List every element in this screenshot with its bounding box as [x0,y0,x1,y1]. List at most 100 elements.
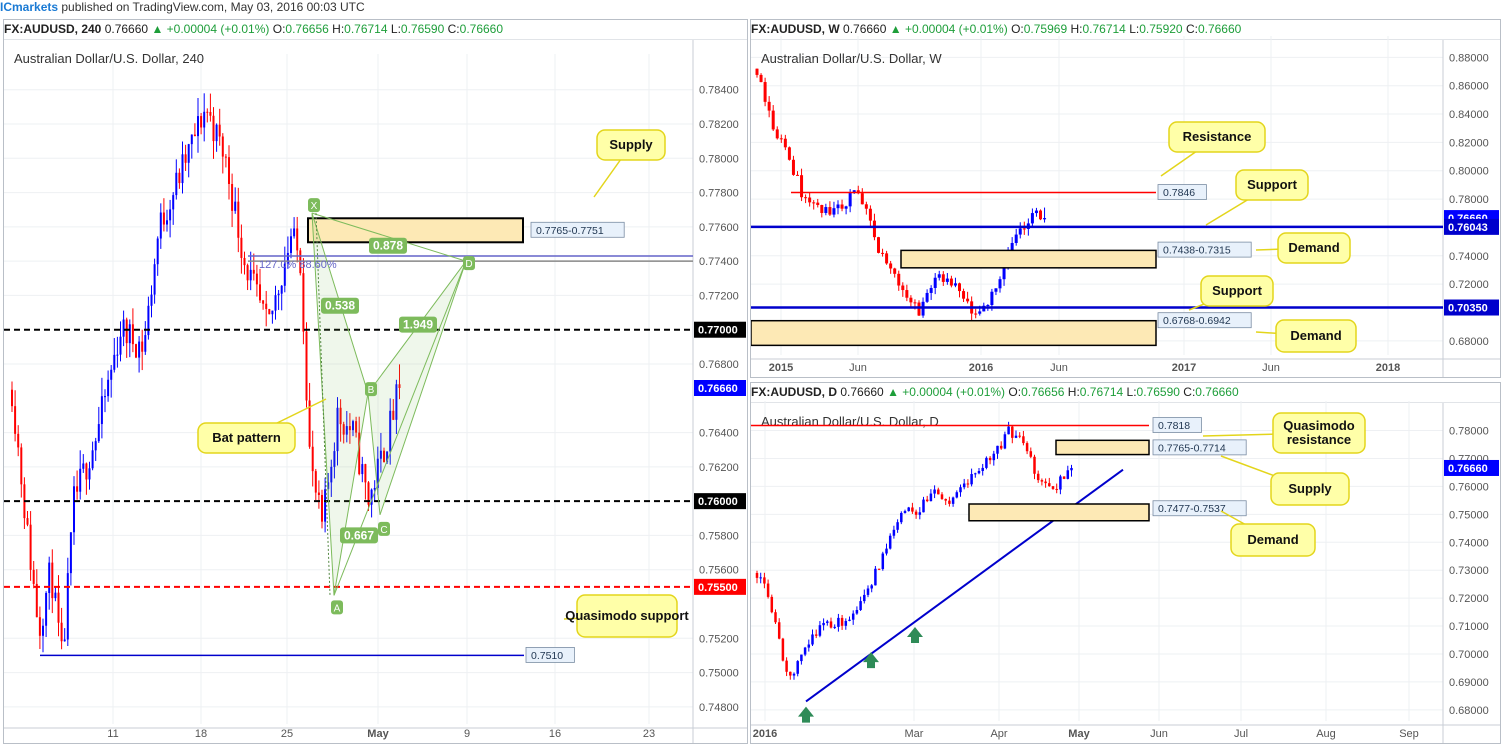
candle-body [131,324,134,345]
candle-body [94,441,97,451]
candle-body [917,302,921,316]
candle-body [197,116,199,137]
candle-body [962,483,966,488]
candle-body [868,208,872,221]
symbol-label: FX:AUDUSD, D [751,385,837,399]
daily-chart-canvas[interactable]: 0.780000.770000.760000.750000.740000.730… [751,383,1500,743]
candle-body [345,426,348,435]
candle-body [29,524,32,570]
candle-body [828,207,832,215]
candle-body [224,156,227,158]
pattern-point-box [365,382,377,397]
candle-body [933,277,937,288]
pattern-point-box [463,256,475,271]
candle-body [985,457,988,468]
candle-body [903,511,907,513]
candle-body [966,483,970,485]
candle-body [767,101,771,111]
candle-body [909,297,913,303]
candle-body [45,592,48,626]
candle-body [38,617,41,636]
candle-body [755,68,759,75]
candle-body [215,124,218,142]
y-tick-label: 0.75800 [699,530,739,542]
high-value: 0.76714 [1079,385,1124,399]
candle-body [896,522,899,530]
candle-body [787,147,791,160]
x-tick-label: 2017 [1172,362,1196,374]
candle-body [951,497,955,504]
y-tick-label: 0.80000 [1449,166,1489,178]
candle-body [11,389,13,407]
candle-body [221,136,224,157]
callout-box [1277,232,1351,264]
h4-chart-canvas[interactable]: 0.78400 0.78200 0.78000 0.77800 0.77600 0.774… [4,20,747,743]
price-tag-label: 0.70350 [1448,303,1488,315]
candle-body [212,115,215,142]
candle-body [759,74,763,83]
candle-body [822,622,825,626]
candle-body [774,612,777,623]
price-tag-label: 0.77000 [698,325,738,337]
candle-body [156,238,159,265]
y-tick-label: 0.77600 [699,222,739,234]
candle-body [885,253,889,264]
candle-body [286,252,289,264]
x-tick-label: Apr [990,728,1007,740]
candle-body [837,617,840,627]
candle-body [268,309,271,315]
h4-chart-panel[interactable]: FX:AUDUSD, 240 0.76660 ▲ +0.00004 (+0.01… [3,19,748,744]
candle-body [848,192,852,207]
x-tick-label: 2018 [1376,362,1400,374]
candle-body [1002,264,1006,280]
candle-body [243,257,246,266]
callout-box [1272,412,1366,454]
candle-body [135,344,137,358]
price-tag [1444,459,1499,476]
callout-label: resistance [1287,432,1351,447]
callout-label: Demand [1247,532,1298,547]
candle-body [800,175,804,198]
candle-body [85,463,88,480]
candle-body [893,268,897,274]
candle-body [955,492,959,498]
candle-body [228,157,230,184]
candle-body [959,487,962,493]
callout-label: Support [1247,177,1297,192]
candle-body [925,292,929,302]
price-tag [1444,299,1499,316]
candle-body [818,625,822,636]
candle-body [370,489,373,505]
candle-body [948,500,951,504]
candle-body [324,489,327,522]
candle-body [147,305,150,336]
weekly-chart-panel[interactable]: FX:AUDUSD, W 0.76660 ▲ +0.00004 (+0.01%)… [750,19,1501,378]
candle-body [181,154,184,184]
y-tick-label: 0.84000 [1449,109,1489,121]
candle-body [852,190,856,193]
weekly-chart-canvas[interactable]: 0.88000 0.86000 0.84000 0.82000 0.80000 0.780… [751,20,1500,377]
candle-body [1022,228,1026,230]
callout-box [197,422,296,454]
price-tag-label: 0.76043 [1448,222,1488,234]
candle-body [73,486,75,533]
x-tick-label: Jul [1234,728,1248,740]
line-tag-label: 0.7438-0.7315 [1163,245,1231,257]
candle-body [826,621,829,623]
candle-body [1062,476,1066,479]
top-bar: ICmarkets published on TradingView.com, … [0,0,1502,18]
candle-body [125,319,128,344]
candle-body [379,450,382,459]
publisher-name[interactable]: ICmarkets [0,0,59,14]
candle-body [1029,451,1033,457]
candle-body [187,144,190,163]
x-tick-label: May [1068,728,1090,740]
daily-chart-panel[interactable]: FX:AUDUSD, D 0.76660 ▲ +0.00004 (+0.01%)… [750,382,1501,744]
candle-body [203,111,206,128]
candle-body [376,458,379,488]
x-tick-label: 11 [107,728,118,740]
price-tag [694,321,746,338]
line-tag-label: 0.7765-0.7714 [1158,442,1226,454]
price-tag [1444,218,1499,235]
candle-body [178,172,181,184]
